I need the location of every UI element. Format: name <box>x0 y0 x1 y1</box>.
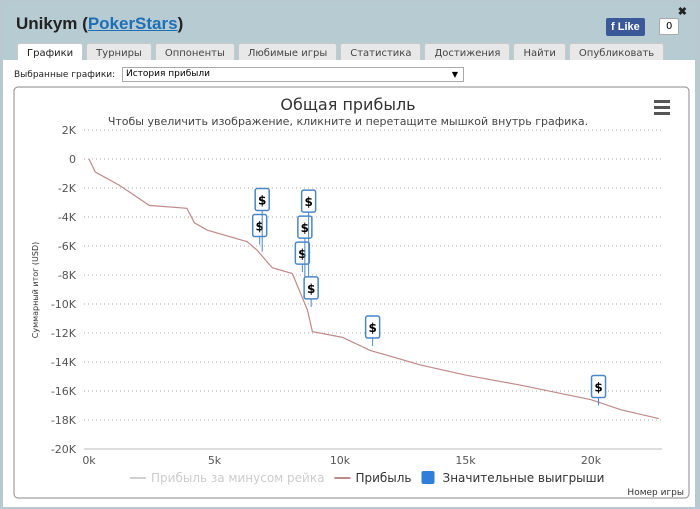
tab-3[interactable]: Любимые игры <box>237 43 338 65</box>
flag-label: $ <box>594 381 602 395</box>
flag-marker <box>251 213 268 238</box>
flag-label: $ <box>256 220 264 234</box>
chart-select-label: Выбранные графики: <box>14 70 116 80</box>
player-name: Unikym <box>16 14 78 33</box>
y-tick-label: -10K <box>51 298 77 311</box>
tab-1[interactable]: Турниры <box>86 43 152 65</box>
like-label: Like <box>617 21 640 33</box>
chart-subtitle: Чтобы увеличить изображение, кликните и … <box>108 115 588 128</box>
flag-marker <box>303 276 319 300</box>
y-tick-label: -8K <box>58 269 77 282</box>
flag-label: $ <box>304 195 312 209</box>
facebook-like-button[interactable]: f Like <box>606 18 645 36</box>
y-tick-label: -2K <box>58 182 77 195</box>
y-tick-label: -20K <box>51 443 77 456</box>
menu-icon <box>654 112 670 115</box>
chart-frame <box>13 86 690 499</box>
flag-marker <box>590 374 607 399</box>
tab-0[interactable]: Графики <box>17 43 84 65</box>
y-tick-label: 0 <box>69 153 76 166</box>
tab-2[interactable]: Оппоненты <box>154 43 235 65</box>
x-tick-label: 15k <box>455 454 476 467</box>
y-axis-title: Суммарный итог (USD) <box>31 242 40 339</box>
legend-item[interactable]: Прибыль <box>355 471 411 485</box>
menu-icon <box>654 100 670 103</box>
x-axis-title: Номер игры <box>627 488 684 498</box>
y-tick-label: 2K <box>62 124 77 137</box>
flag-label: $ <box>368 321 376 335</box>
y-tick-label: -12K <box>51 327 77 340</box>
flag-marker <box>300 189 317 213</box>
x-tick-label: 10k <box>330 454 351 467</box>
tab-4[interactable]: Статистика <box>340 43 422 65</box>
y-tick-label: -18K <box>51 414 77 427</box>
legend-item[interactable]: Прибыль за минусом рейка <box>151 471 324 485</box>
y-tick-label: -16K <box>51 385 77 398</box>
flag-marker <box>254 187 270 212</box>
flag-label: $ <box>298 247 306 261</box>
flag-label: $ <box>301 221 309 235</box>
y-tick-label: -4K <box>58 211 77 224</box>
x-tick-label: 5k <box>208 454 222 467</box>
flag-marker <box>294 241 311 265</box>
dropdown-arrow-icon: ▼ <box>451 70 458 79</box>
x-tick-label: 0k <box>82 454 96 467</box>
flag-label: $ <box>307 282 315 296</box>
menu-icon <box>654 106 670 109</box>
tab-6[interactable]: Найти <box>513 43 566 65</box>
flag-label: $ <box>258 194 266 208</box>
x-tick-label: 20k <box>581 454 602 467</box>
tab-7[interactable]: Опубликовать <box>568 43 665 65</box>
profit-line <box>88 158 659 420</box>
chart-select[interactable]: История прибыли ▼ <box>122 67 464 82</box>
y-tick-label: -6K <box>58 240 77 253</box>
tab-bar: Графики Турниры Оппоненты Любимые игры Стати… <box>17 43 665 65</box>
like-count: 0 <box>659 18 680 35</box>
legend-symbol <box>421 471 435 484</box>
site-link[interactable]: PokerStars <box>87 14 178 33</box>
close-icon[interactable]: ✖ <box>677 6 687 18</box>
flag-marker <box>364 315 381 339</box>
chart-title: Общая прибыль <box>280 95 415 114</box>
legend-item[interactable]: Значительные выигрыши <box>443 471 605 485</box>
chart-select-value: История прибыли <box>126 69 210 79</box>
y-tick-label: -14K <box>51 356 77 369</box>
window-title: Unikym (PokerStars) <box>16 14 184 33</box>
tab-5[interactable]: Достижения <box>424 43 511 65</box>
